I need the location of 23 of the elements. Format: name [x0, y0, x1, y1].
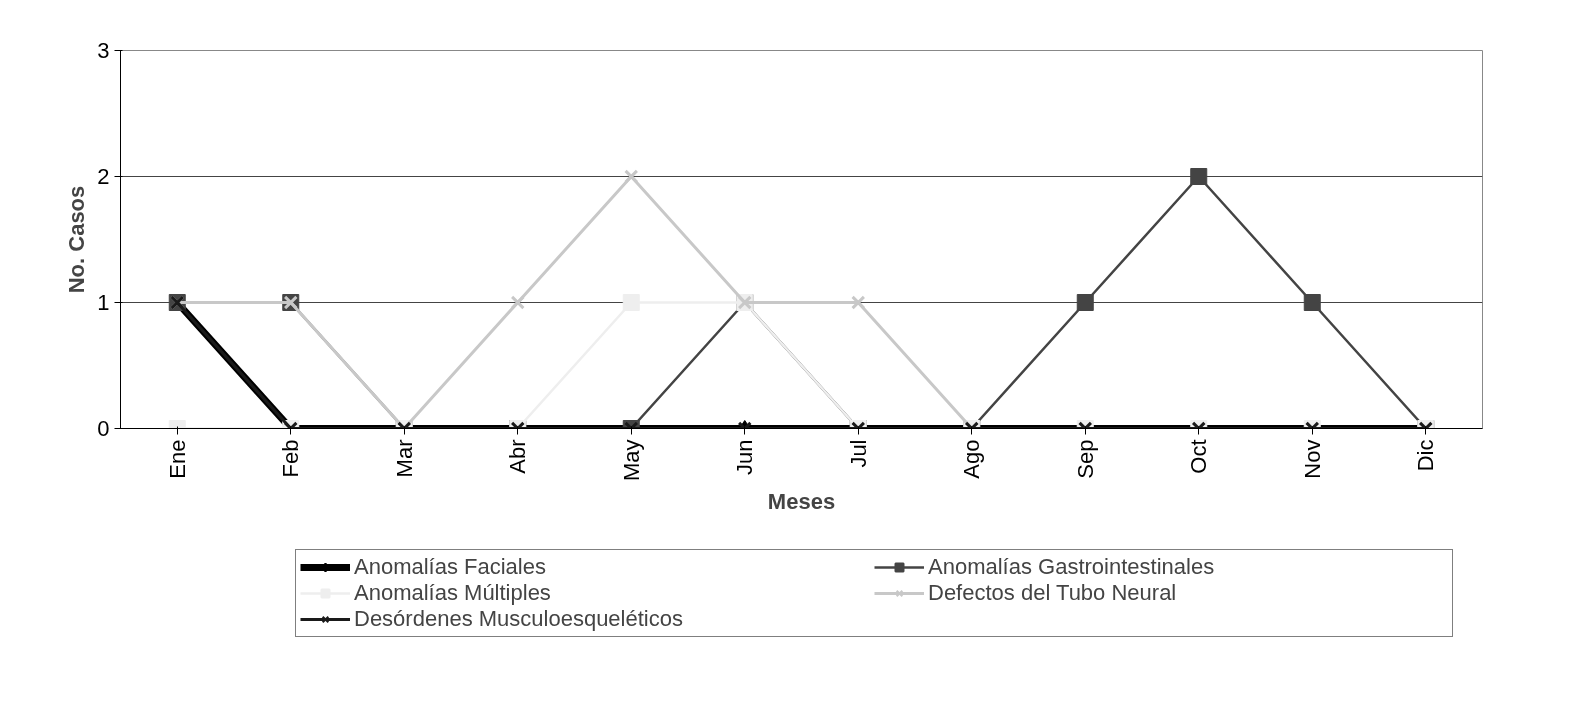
x-tick-label: Oct — [1186, 439, 1212, 474]
legend-label: Anomalías Gastrointestinales — [928, 554, 1216, 580]
x-tick-label: Jun — [732, 439, 758, 475]
x-axis-title: Meses — [767, 489, 836, 515]
y-axis-title: No. Casos — [64, 185, 90, 294]
y-tick-label: 3 — [97, 38, 110, 63]
x-tick-label: Ago — [959, 439, 985, 479]
x-tick-label: Ene — [164, 439, 190, 479]
legend-label: Desórdenes Musculoesqueléticos — [354, 606, 684, 632]
x-tick-label: Abr — [505, 439, 531, 474]
y-tick-label: 1 — [97, 290, 110, 315]
x-tick-label: Jul — [845, 439, 871, 468]
y-tick-label: 2 — [97, 164, 110, 189]
x-tick-label: Feb — [278, 439, 304, 478]
x-tick-label: Sep — [1072, 439, 1098, 479]
x-tick-label: Dic — [1413, 439, 1439, 472]
x-tick-label: May — [618, 439, 644, 482]
y-tick-label: 0 — [97, 416, 110, 441]
x-tick-label: Nov — [1299, 439, 1325, 479]
x-tick-label: Mar — [391, 439, 417, 478]
legend-label: Anomalías Múltiples — [354, 580, 552, 606]
legend-label: Anomalías Faciales — [354, 554, 547, 580]
legend-label: Defectos del Tubo Neural — [928, 580, 1178, 606]
